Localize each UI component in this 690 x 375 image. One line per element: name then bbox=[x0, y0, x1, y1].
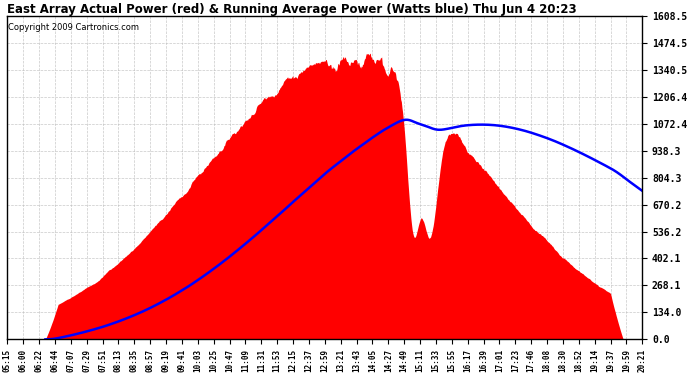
Text: East Array Actual Power (red) & Running Average Power (Watts blue) Thu Jun 4 20:: East Array Actual Power (red) & Running … bbox=[8, 3, 577, 16]
Text: Copyright 2009 Cartronics.com: Copyright 2009 Cartronics.com bbox=[8, 22, 139, 32]
